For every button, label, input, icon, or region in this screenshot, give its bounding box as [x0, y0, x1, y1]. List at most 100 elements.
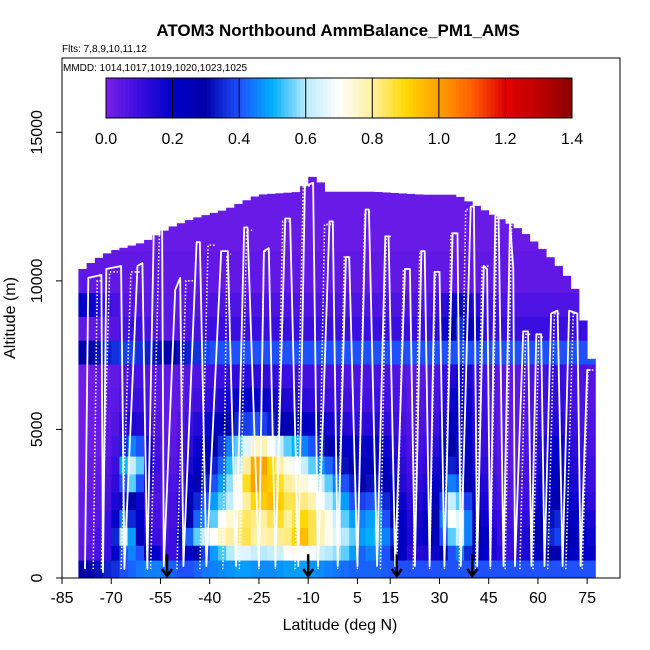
heat-cell: [414, 456, 424, 475]
heat-cell: [439, 316, 449, 341]
heat-cell: [217, 210, 227, 213]
heat-cell: [414, 435, 424, 457]
heat-cell: [267, 316, 276, 341]
heat-cell: [103, 411, 112, 436]
colorbar-segment: [420, 78, 425, 118]
heat-cell: [119, 316, 129, 341]
flight-profile: [519, 333, 532, 570]
heat-cell: [505, 474, 514, 493]
x-tick-label: -70: [100, 590, 123, 607]
colorbar-segment: [187, 78, 192, 118]
heat-cell: [193, 474, 202, 493]
heat-cell: [390, 192, 399, 196]
heat-cell: [357, 509, 367, 528]
heat-cell: [176, 474, 186, 493]
heat-cell: [316, 182, 325, 196]
heat-cell: [529, 241, 539, 252]
colorbar-segment: [416, 78, 422, 118]
heat-cell: [349, 545, 358, 561]
heat-cell: [94, 435, 104, 457]
heat-cell: [299, 435, 309, 457]
heat-cell: [373, 194, 383, 213]
heat-cell: [185, 456, 194, 475]
colorbar-segment: [474, 78, 480, 118]
heat-cell: [341, 387, 350, 412]
heat-cell: [267, 411, 276, 436]
heat-cell: [119, 247, 129, 252]
heat-cell: [521, 364, 531, 389]
heat-cell: [349, 491, 358, 511]
heat-cell: [357, 316, 367, 341]
heat-cell: [505, 292, 514, 317]
heat-cell: [217, 456, 227, 475]
heat-cell: [431, 474, 440, 493]
heat-cell: [86, 340, 96, 365]
heat-cell: [86, 545, 96, 561]
heat-cell: [103, 340, 112, 365]
heat-cell: [234, 203, 243, 213]
heat-cell: [505, 340, 514, 365]
colorbar-segment: [121, 78, 126, 118]
heat-cell: [226, 509, 235, 528]
heat-cell: [439, 387, 449, 412]
heat-cell: [398, 271, 408, 294]
heat-cell: [78, 268, 88, 273]
heat-cell: [365, 340, 375, 365]
heat-cell: [291, 292, 301, 317]
colorbar-segment: [498, 78, 503, 118]
heat-cell: [578, 411, 588, 436]
heat-cell: [209, 435, 219, 457]
heat-cell: [464, 387, 473, 412]
heat-cell: [275, 509, 284, 528]
heat-cell: [398, 193, 408, 196]
heat-cell: [439, 435, 449, 457]
heat-cell: [570, 509, 580, 528]
heat-cell: [226, 292, 235, 317]
heat-cell: [423, 527, 432, 546]
heat-cell: [250, 212, 260, 231]
heat-cell: [209, 509, 219, 528]
heat-cell: [373, 364, 383, 389]
heat-cell: [332, 560, 342, 579]
heat-cell: [226, 271, 235, 294]
heat-cell: [160, 474, 170, 493]
heat-cell: [152, 560, 161, 579]
heat-cell: [382, 491, 391, 511]
heat-cell: [250, 387, 260, 412]
heat-cell: [587, 387, 596, 412]
colorbar-segment: [296, 78, 301, 118]
heat-cell: [209, 491, 219, 511]
surface-arrow-head: [390, 568, 403, 579]
colorbar-segment: [350, 78, 356, 118]
heat-cell: [176, 491, 186, 511]
colorbar-segment: [109, 78, 115, 118]
heat-cell: [144, 411, 153, 436]
colorbar-segment: [494, 78, 499, 118]
heat-cell: [250, 491, 260, 511]
heat-cell: [86, 263, 96, 273]
heat-cell: [267, 435, 276, 457]
heat-cell: [521, 527, 531, 546]
heat-cell: [324, 545, 334, 561]
heat-cell: [513, 560, 522, 579]
heat-cell: [111, 560, 120, 579]
heat-cell: [587, 358, 596, 365]
heat-cell: [521, 545, 531, 561]
flight-profile: [565, 312, 581, 570]
heat-cell: [152, 435, 161, 457]
heat-cell: [414, 411, 424, 436]
heat-cell: [496, 560, 506, 579]
colorbar-segment: [152, 78, 157, 118]
colorbar-segment: [323, 78, 328, 118]
heat-cell: [455, 230, 465, 252]
heat-cell: [111, 545, 120, 561]
heat-cell: [472, 387, 481, 412]
heat-cell: [406, 545, 416, 561]
heat-cell: [299, 292, 309, 317]
flight-profile: [199, 244, 217, 570]
colorbar-segment: [439, 78, 445, 118]
heat-cell: [234, 545, 243, 561]
colorbar-segment: [451, 78, 456, 118]
flight-profile: [149, 223, 169, 570]
heat-cell: [406, 212, 416, 231]
